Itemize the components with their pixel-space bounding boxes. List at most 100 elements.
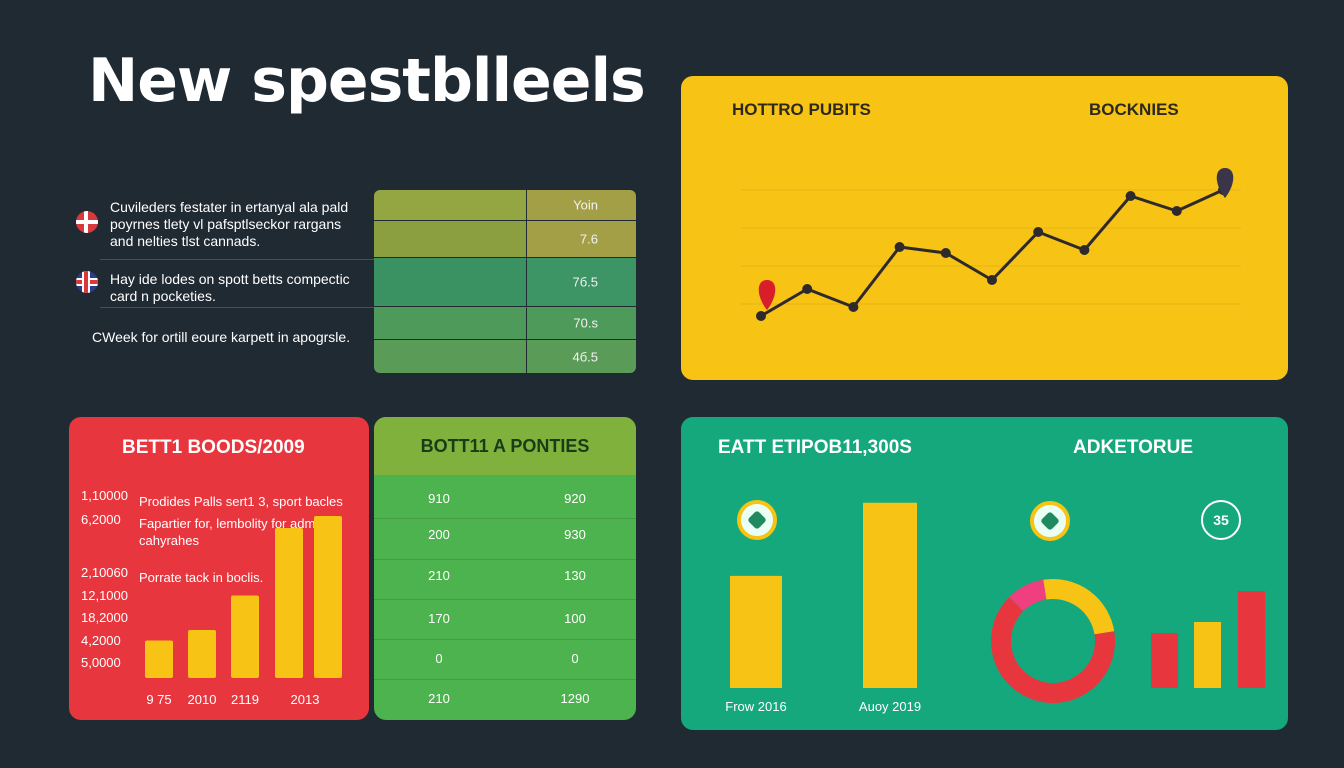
chart-note: cahyrahes — [139, 533, 199, 548]
bar-label: Auoy 2019 — [858, 699, 922, 714]
card-heading: ADKETORUE — [1073, 437, 1193, 458]
table-cell: 170 — [428, 611, 450, 626]
y-tick-label: 4,2000 — [81, 633, 121, 648]
soccer-ball-icon — [1030, 501, 1070, 541]
stats-charts — [730, 502, 1265, 703]
chart-note: Porrate tack in boclis. — [139, 570, 264, 585]
bar — [1194, 622, 1221, 688]
donut-slice — [1009, 579, 1047, 612]
x-tick-label: 2013 — [291, 692, 320, 707]
y-tick-label: 1,10000 — [81, 488, 128, 503]
donut-slice — [1043, 579, 1115, 635]
stats-card: EATT ETIPOB11,300S ADKETORUE 35 Frow 201… — [681, 417, 1288, 730]
table-cell: 130 — [564, 568, 586, 583]
list-item-text: poyrnes tlety vl pafsptlseckor rargans — [110, 216, 342, 232]
table-header: BOTT11 A PONTIES — [374, 417, 636, 475]
uk-flag-icon — [76, 271, 98, 293]
table-cell: 100 — [564, 611, 586, 626]
data-point — [894, 242, 905, 252]
soccer-ball-icon — [737, 500, 777, 540]
table-cell: 200 — [428, 527, 450, 542]
list-item-text: Hay ide lodes on spott betts compectic — [110, 271, 350, 287]
data-point — [1171, 206, 1182, 216]
table-cell: 920 — [564, 491, 586, 506]
y-tick-label: 12,1000 — [81, 588, 128, 603]
y-tick-label: 5,0000 — [81, 655, 121, 670]
value-cell: 70.s — [573, 315, 598, 331]
row-divider — [374, 639, 636, 640]
table-cell: 210 — [428, 691, 450, 706]
y-tick-label: 6,2000 — [81, 512, 121, 527]
card-heading: BOCKNIES — [1089, 100, 1179, 119]
table-cell: 910 — [428, 491, 450, 506]
table-cell: 930 — [564, 527, 586, 542]
divider — [100, 259, 636, 260]
divider — [100, 307, 636, 308]
line-chart-card: HOTTRO PUBITS BOCKNIES — [681, 76, 1288, 380]
data-point — [987, 275, 997, 285]
value-row: 7б.5 — [374, 258, 636, 306]
value-row: 4б.5 — [374, 340, 636, 373]
data-point — [1125, 191, 1136, 201]
list-item: Hay ide lodes on spott betts compectic c… — [110, 271, 350, 305]
points-table-card: BOTT11 A PONTIES 910 920 200 930 210 130 170 10… — [374, 417, 636, 720]
bar — [730, 575, 782, 688]
denmark-flag-icon — [76, 211, 98, 233]
value-cell: 4б.5 — [572, 349, 598, 364]
y-tick-label: 2,10060 — [81, 565, 128, 580]
bar — [145, 640, 173, 678]
bar — [1151, 633, 1178, 688]
line-chart — [741, 168, 1241, 321]
value-row: 70.s — [374, 307, 636, 339]
value-row: Yoin — [374, 190, 636, 220]
card-heading: BOTT11 A PONTIES — [420, 435, 590, 456]
data-point — [756, 311, 766, 321]
bar — [231, 595, 259, 678]
globe-icon: 35 — [1201, 500, 1241, 540]
x-tick-label: 2010 — [188, 692, 217, 707]
end-pin-icon — [1216, 168, 1234, 198]
card-heading: HOTTRO PUBITS — [732, 100, 871, 119]
data-point — [848, 302, 859, 312]
row-divider — [374, 599, 636, 600]
table-cell: 210 — [428, 568, 450, 583]
value-cell: 7.6 — [579, 231, 598, 247]
bar-chart: 1,10000 6,2000 2,10060 12,1000 18,2000 4,2000… — [81, 488, 342, 707]
donut-slice — [991, 597, 1115, 703]
list-item-text: CWeek for ortill eoure karpett in apogrs… — [92, 329, 351, 345]
value-cell: 7б.5 — [572, 274, 598, 290]
card-heading: EATT ETIPOB11,300S — [718, 437, 912, 458]
row-divider — [374, 518, 636, 519]
list-item-text: and nelties tlst cannads. — [110, 233, 261, 249]
list-item: CWeek for ortill eoure karpett in apogrs… — [92, 329, 350, 346]
chart-note: Fapartier for, lembolity for admple — [139, 516, 333, 531]
bar — [275, 528, 303, 678]
list-item-text: card n pocketies. — [110, 288, 216, 304]
row-divider — [374, 679, 636, 680]
x-tick-label: 2119 — [231, 692, 259, 707]
bar — [314, 516, 342, 678]
bar — [1238, 591, 1265, 688]
row-divider — [374, 559, 636, 560]
data-point — [940, 248, 951, 258]
data-point — [802, 284, 813, 294]
value-cell: Yoin — [573, 197, 598, 213]
list-item-text: Cuvileders festater in ertanyal ala pald — [110, 199, 349, 215]
data-point — [1079, 245, 1090, 255]
series-line — [760, 188, 1224, 318]
table-cell: 1290 — [560, 691, 590, 706]
start-pin-icon — [758, 280, 776, 310]
page-title: New spestblleels — [88, 46, 646, 116]
table-cell: 0 — [571, 651, 579, 666]
table-cell: 0 — [435, 651, 443, 666]
bar-label: Frow 2016 — [725, 699, 787, 714]
chart-note: Prodides Palls sert1 3, sport bacles — [139, 494, 343, 509]
x-tick-label: 9 75 — [146, 692, 171, 707]
bar — [863, 502, 917, 688]
bar-chart-card: BETT1 BOODS/2009 Prodides Palls sert1 3,… — [69, 417, 369, 720]
value-column: Yoin 7.6 7б.5 70.s 4б.5 — [374, 190, 636, 373]
list-item: Cuvileders festater in ertanyal ala pald… — [110, 199, 348, 250]
card-heading: BETT1 BOODS/2009 — [122, 437, 305, 458]
bar — [188, 630, 216, 678]
y-tick-label: 18,2000 — [81, 610, 128, 625]
